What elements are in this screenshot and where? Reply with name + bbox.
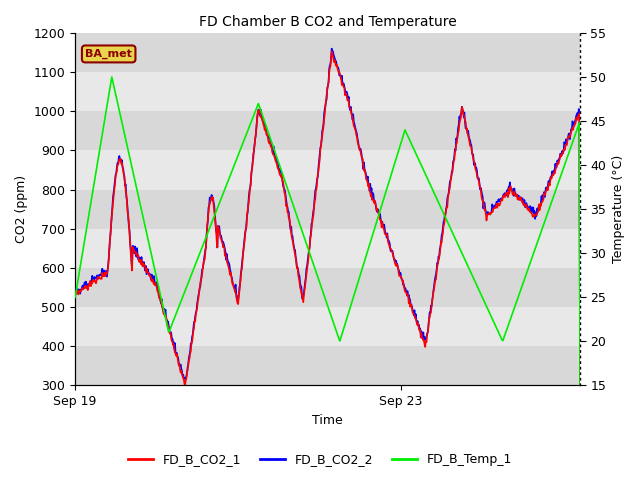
Bar bbox=[75, 268, 580, 307]
Bar bbox=[75, 228, 580, 268]
Bar bbox=[75, 111, 580, 150]
Bar bbox=[75, 307, 580, 346]
Y-axis label: CO2 (ppm): CO2 (ppm) bbox=[15, 175, 28, 243]
Bar bbox=[75, 33, 580, 72]
Bar bbox=[75, 72, 580, 111]
Bar bbox=[75, 190, 580, 228]
Text: BA_met: BA_met bbox=[85, 49, 132, 59]
Title: FD Chamber B CO2 and Temperature: FD Chamber B CO2 and Temperature bbox=[198, 15, 456, 29]
X-axis label: Time: Time bbox=[312, 414, 343, 427]
Y-axis label: Temperature (°C): Temperature (°C) bbox=[612, 155, 625, 263]
Bar bbox=[75, 150, 580, 190]
Bar bbox=[75, 346, 580, 385]
Legend: FD_B_CO2_1, FD_B_CO2_2, FD_B_Temp_1: FD_B_CO2_1, FD_B_CO2_2, FD_B_Temp_1 bbox=[123, 448, 517, 471]
